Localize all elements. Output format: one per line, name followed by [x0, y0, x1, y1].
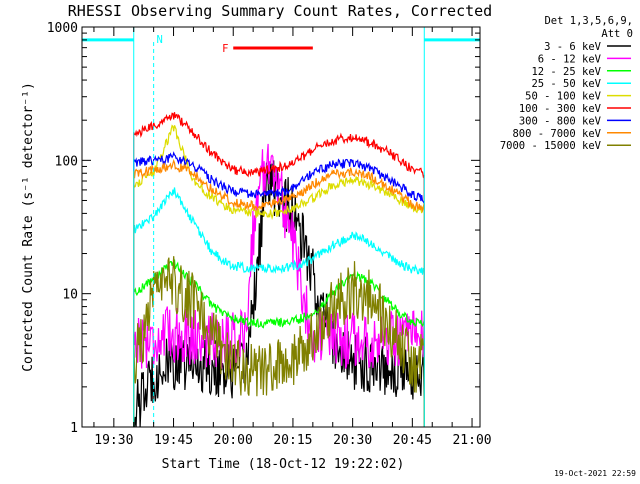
y-tick-label: 100 [55, 154, 78, 169]
series-line [133, 151, 425, 428]
flare-label: F [222, 43, 228, 55]
x-tick-label: 19:45 [154, 433, 193, 448]
series-line [133, 124, 425, 428]
legend-header-line1: Det 1,3,5,6,9, [544, 15, 633, 27]
x-tick-label: 20:30 [333, 433, 372, 448]
legend-entry-label: 100 - 300 keV [519, 103, 602, 115]
legend-entry-label: 3 - 6 keV [544, 41, 602, 53]
series-line [133, 187, 425, 428]
x-axis-label: Start Time (18-Oct-12 19:22:02) [162, 457, 405, 472]
y-tick-label: 1 [70, 421, 78, 436]
legend-entry-label: 300 - 800 keV [519, 115, 602, 127]
legend-entry-label: 50 - 100 keV [525, 91, 602, 103]
legend-entry-label: 7000 - 15000 keV [500, 140, 602, 152]
y-axis-label: Corrected Count Rate (s⁻¹ detector⁻¹) [21, 82, 36, 372]
x-tick-label: 19:30 [94, 433, 133, 448]
y-tick-label: 10 [62, 288, 78, 303]
series-line [133, 158, 425, 428]
legend-entry-label: 800 - 7000 keV [512, 128, 601, 140]
x-tick-label: 20:45 [393, 433, 432, 448]
timestamp: 19-Oct-2021 22:59 [554, 469, 636, 478]
series-line [133, 112, 425, 428]
x-tick-label: 20:00 [214, 433, 253, 448]
series-line [133, 143, 425, 428]
legend-entry-label: 12 - 25 keV [531, 66, 601, 78]
y-tick-label: 1000 [47, 21, 78, 36]
x-tick-label: 20:15 [273, 433, 312, 448]
plot-frame [81, 26, 481, 428]
legend-entry-label: 6 - 12 keV [538, 53, 602, 65]
chart-title: RHESSI Observing Summary Count Rates, Co… [68, 2, 492, 20]
x-tick-label: 21:00 [452, 433, 491, 448]
legend-header-line2: Att 0 [601, 28, 633, 40]
series-line [133, 256, 425, 428]
marker-label: N [156, 34, 162, 46]
legend-entry-label: 25 - 50 keV [531, 78, 601, 90]
